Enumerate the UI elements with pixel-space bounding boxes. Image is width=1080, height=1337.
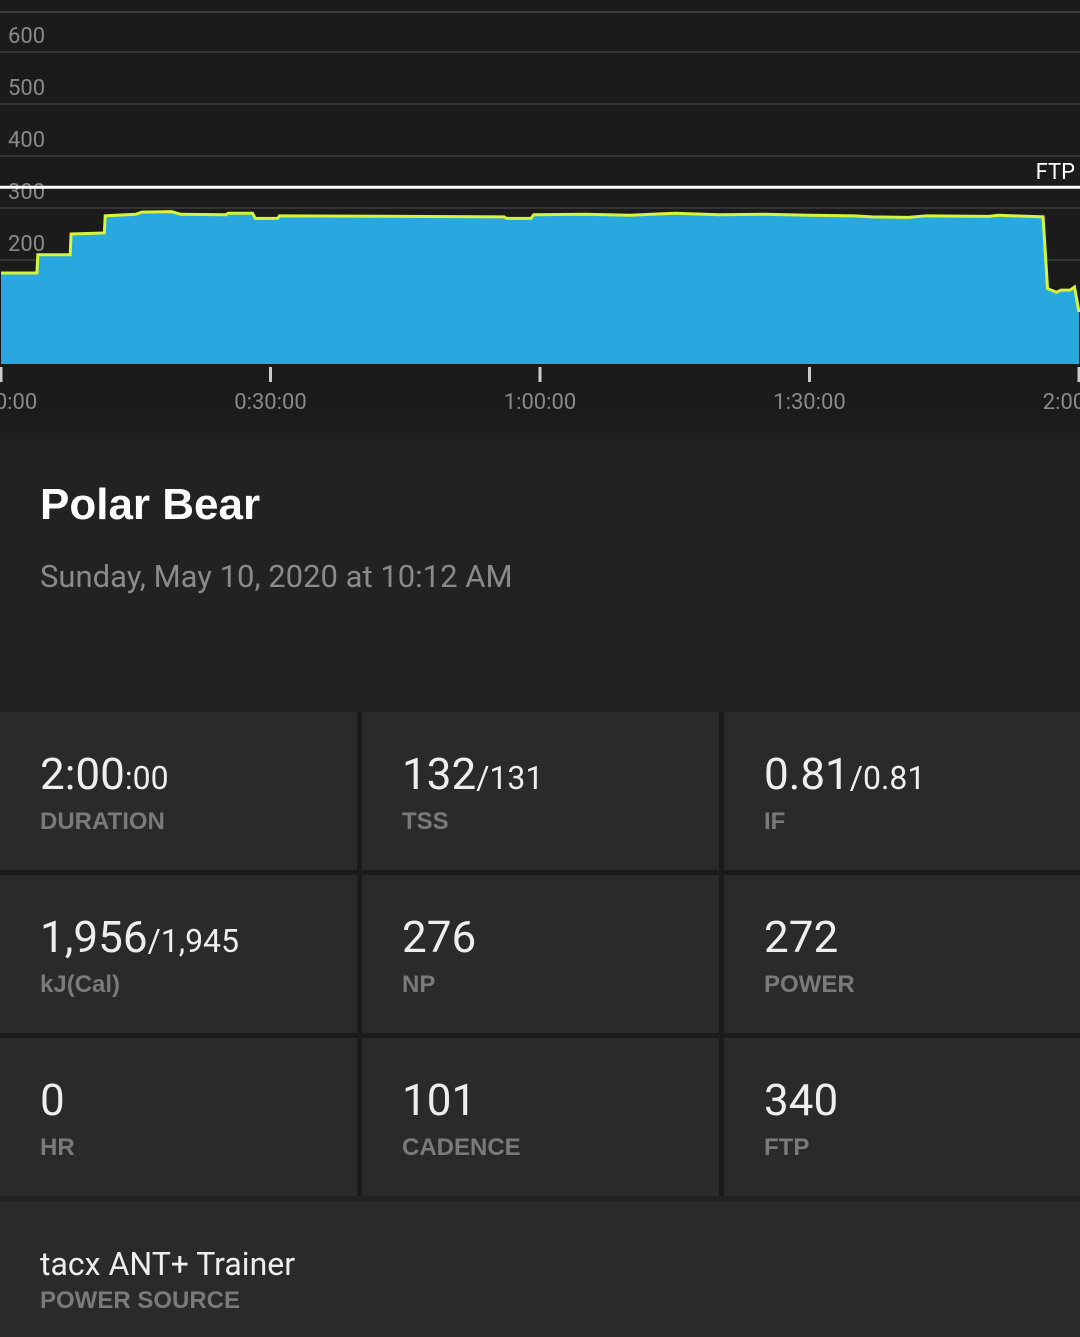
stat-main: 340 [764, 1074, 839, 1126]
stat-cell: 272 POWER [724, 875, 1080, 1033]
stat-main: 101 [402, 1074, 477, 1126]
stat-value: 0 [40, 1074, 65, 1126]
y-tick-label: 300 [8, 180, 45, 205]
stat-value: 101 [402, 1074, 476, 1126]
stat-suffix: /131 [476, 759, 544, 797]
stat-main: 276 [402, 911, 477, 963]
stat-cell: 0.81/0.81 IF [724, 712, 1080, 870]
stat-cell: 340 FTP [724, 1038, 1080, 1196]
power-source: tacx ANT+ Trainer POWER SOURCE [0, 1201, 1080, 1337]
stat-main: 2:00 [40, 748, 125, 800]
ftp-label: FTP [1036, 160, 1076, 185]
y-tick-label: 200 [8, 232, 45, 257]
y-tick-label: 600 [8, 24, 45, 49]
x-tick-label: 1:30:00 [773, 390, 845, 415]
stat-cell: 0 HR [0, 1038, 357, 1196]
x-tick-label: 0:30:00 [234, 390, 306, 415]
stat-label: TSS [402, 808, 449, 835]
stat-main: 0.81 [764, 748, 850, 800]
stat-label: HR [40, 1134, 75, 1161]
stat-cell: 132/131 TSS [362, 712, 719, 870]
stat-cell: 2:00:00 DURATION [0, 712, 357, 870]
stat-label: IF [764, 808, 786, 835]
stats-grid: 2:00:00 DURATION 132/131 TSS 0.81/0.81 IF 1,95… [0, 712, 1080, 1196]
stat-cell: 276 NP [362, 875, 719, 1033]
x-tick-label: 2:00:00 [1043, 390, 1080, 415]
power-source-value: tacx ANT+ Trainer [40, 1245, 296, 1283]
stat-value: 272 [764, 911, 838, 963]
stat-main: 132 [402, 748, 477, 800]
power-source-label: POWER SOURCE [40, 1287, 241, 1314]
x-tick-label: 0:00:00 [0, 390, 37, 415]
stat-label: DURATION [40, 808, 165, 835]
stat-cell: 1,956/1,945 kJ(Cal) [0, 875, 357, 1033]
stat-suffix: /0.81 [849, 759, 926, 797]
stat-suffix: /1,945 [147, 922, 240, 960]
stat-value: 0.81/0.81 [764, 748, 925, 800]
stat-value: 1,956/1,945 [40, 911, 239, 963]
y-tick-label: 400 [8, 128, 45, 153]
stat-value: 276 [402, 911, 476, 963]
stat-label: NP [402, 971, 436, 998]
power-chart: 200 300 400 500 600 FTP 0:00:00 0:30:00 1:00:00 1… [0, 0, 1080, 440]
stat-main: 1,956 [40, 911, 148, 963]
stat-main: 272 [764, 911, 839, 963]
workout-date: Sunday, May 10, 2020 at 10:12 AM [40, 558, 513, 595]
stat-label: POWER [764, 971, 855, 998]
stat-value: 132/131 [402, 748, 543, 800]
stat-cell: 101 CADENCE [362, 1038, 719, 1196]
x-tick-label: 1:00:00 [504, 390, 576, 415]
stat-label: CADENCE [402, 1134, 521, 1161]
stat-label: kJ(Cal) [40, 971, 121, 998]
workout-title: Polar Bear [40, 480, 261, 529]
stat-suffix: :00 [124, 759, 169, 797]
stat-label: FTP [764, 1134, 810, 1161]
stat-value: 2:00:00 [40, 748, 169, 800]
stat-main: 0 [40, 1074, 65, 1126]
power-area [1, 211, 1079, 364]
power-line [1, 210, 1080, 313]
stat-value: 340 [764, 1074, 838, 1126]
y-tick-label: 500 [8, 76, 45, 101]
workout-header: Polar Bear Sunday, May 10, 2020 at 10:12… [0, 440, 1080, 712]
